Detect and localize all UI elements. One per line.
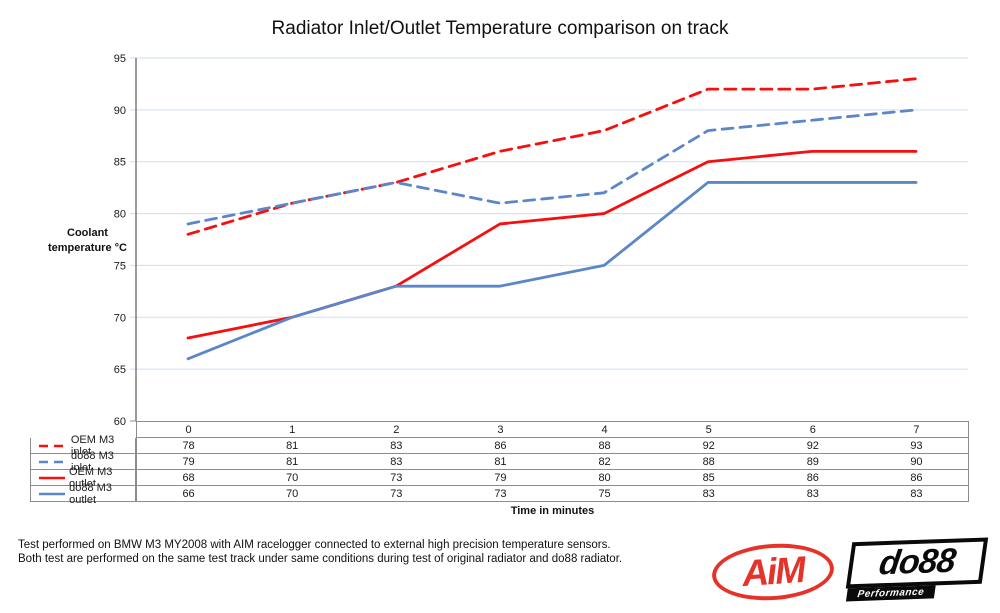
- table-cell: 90: [864, 454, 969, 470]
- category-label: 7: [864, 421, 969, 438]
- legend-cell-oem-m3-inlet: OEM M3 inlet: [30, 434, 136, 458]
- legend-key-icon: [39, 444, 67, 447]
- category-label: 5: [656, 421, 761, 438]
- footer-note: Test performed on BMW M3 MY2008 with AIM…: [18, 538, 622, 566]
- table-cell: 88: [656, 454, 761, 470]
- table-cell: 92: [656, 438, 761, 454]
- legend-key-icon: [39, 460, 67, 463]
- table-cell: 92: [760, 438, 865, 454]
- y-tick-label: 95: [114, 53, 126, 65]
- table-cell: 73: [344, 470, 449, 486]
- table-cell: 85: [656, 470, 761, 486]
- table-cell: 73: [344, 486, 449, 502]
- table-cell: 83: [344, 438, 449, 454]
- table-cell: 68: [136, 470, 241, 486]
- category-label: 6: [760, 421, 865, 438]
- chart-title: Radiator Inlet/Outlet Temperature compar…: [271, 18, 729, 39]
- x-axis-title: Time in minutes: [510, 505, 595, 517]
- y-tick-label: 75: [114, 260, 126, 272]
- y-tick-label: 60: [114, 416, 126, 428]
- category-label: 3: [448, 421, 553, 438]
- legend-key-icon: [39, 492, 66, 495]
- y-tick-label: 80: [114, 209, 126, 221]
- series-line-oem-m3-outlet: [186, 149, 918, 340]
- category-label: 1: [240, 421, 345, 438]
- table-cell: 82: [552, 454, 657, 470]
- table-cell: 79: [448, 470, 553, 486]
- y-tick-label: 70: [114, 312, 126, 324]
- legend-label: do88 M3 outlet: [69, 481, 112, 506]
- series-line-do88-m3-inlet: [186, 108, 918, 226]
- category-label: 0: [136, 421, 241, 438]
- table-cell: 80: [552, 470, 657, 486]
- table-cell: 66: [136, 486, 241, 502]
- table-cell: 83: [864, 486, 969, 502]
- table-cell: 83: [344, 454, 449, 470]
- aim-logo-text: AiM: [740, 548, 806, 595]
- legend-cell-do88-m3-outlet: do88 M3 outlet: [30, 482, 136, 506]
- table-cell: 70: [240, 486, 345, 502]
- do88-logo: do88 Performance: [844, 537, 989, 602]
- table-cell: 73: [448, 486, 553, 502]
- do88-logo-text: do88: [876, 541, 958, 583]
- legend-key-icon: [39, 476, 65, 479]
- table-cell: 78: [136, 438, 241, 454]
- category-label: 4: [552, 421, 657, 438]
- table-cell: 83: [656, 486, 761, 502]
- series-line-oem-m3-inlet: [186, 77, 918, 236]
- aim-logo: AiM: [710, 539, 836, 605]
- y-axis-title: Coolant temperature °C: [25, 226, 150, 256]
- legend-cell-do88-m3-inlet: do88 M3 inlet: [30, 450, 136, 474]
- y-axis-title-line2: temperature °C: [48, 242, 127, 254]
- footer-line-1: Test performed on BMW M3 MY2008 with AIM…: [18, 539, 611, 551]
- do88-logo-performance-bar: Performance: [845, 585, 936, 602]
- y-tick-label: 90: [114, 105, 126, 117]
- do88-logo-box: do88: [845, 537, 989, 589]
- y-axis-title-line1: Coolant: [67, 227, 108, 239]
- table-cell: 93: [864, 438, 969, 454]
- table-cell: 75: [552, 486, 657, 502]
- table-cell: 89: [760, 454, 865, 470]
- legend-cell-oem-m3-outlet: OEM M3 outlet: [30, 466, 136, 490]
- table-cell: 81: [448, 454, 553, 470]
- table-cell: 79: [136, 454, 241, 470]
- y-tick-label: 65: [114, 364, 126, 376]
- table-cell: 81: [240, 438, 345, 454]
- table-cell: 88: [552, 438, 657, 454]
- table-cell: 86: [760, 470, 865, 486]
- data-table: 0 1 2 3 4 5 6 7 OEM M3 inlet 78 81 83 86 88 92 92 93 do88…: [30, 421, 969, 506]
- table-cell: 81: [240, 454, 345, 470]
- table-cell: 86: [448, 438, 553, 454]
- table-cell: 83: [760, 486, 865, 502]
- table-cell: 86: [864, 470, 969, 486]
- table-cell: 70: [240, 470, 345, 486]
- series-line-do88-m3-outlet: [186, 181, 918, 361]
- category-label: 2: [344, 421, 449, 438]
- footer-line-2: Both test are performed on the same test…: [18, 553, 623, 565]
- y-tick-label: 85: [114, 157, 126, 169]
